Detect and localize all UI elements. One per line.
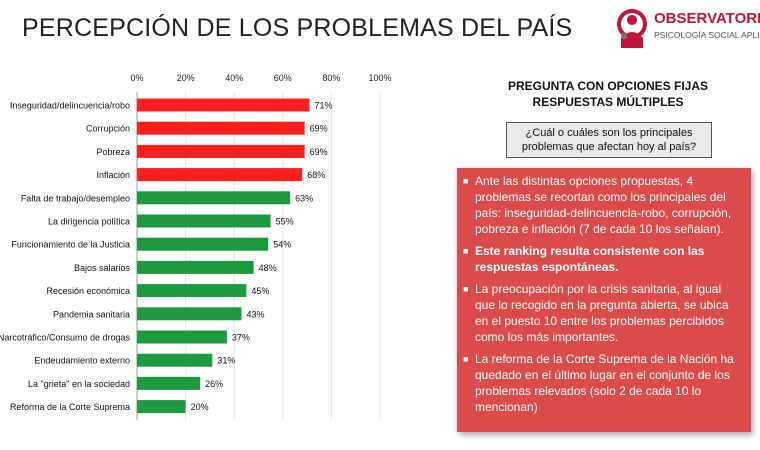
bar [137,237,269,251]
panel-heading: PREGUNTA CON OPCIONES FIJAS RESPUESTAS M… [480,78,736,110]
value-label: 26% [205,379,223,389]
question-box: ¿Cuál o cuáles son los principales probl… [506,122,712,158]
category-label: Pandemia sanitaria [53,309,130,319]
x-tick-label: 20% [177,73,195,83]
bar [137,307,242,321]
bar [137,191,291,205]
findings-box: ■ Ante las distintas opciones propuestas,… [457,168,751,432]
finding-text: Ante las distintas opciones propuestas, … [475,174,732,236]
bar-chart: 0% 20% 40% 60% 80% 100% Inseguridad/delincuen… [0,73,392,420]
bar [137,400,186,414]
category-label: Recesión económica [46,286,130,296]
bar [137,144,305,158]
bullet-icon: ■ [463,284,469,294]
value-label: 54% [273,240,291,250]
finding-text: La reforma de la Corte Suprema de la Nac… [475,352,734,414]
value-label: 63% [295,193,313,203]
bar [137,168,303,182]
x-tick-label: 100% [368,73,391,83]
category-label: Bajos salarios [74,263,131,273]
bars [137,98,310,414]
bullet-icon: ■ [463,176,469,186]
finding-text: Este ranking resulta consistente con las… [475,244,705,274]
grid-lines [136,92,381,420]
x-tick-labels: 0% 20% 40% 60% 80% 100% [130,73,391,83]
category-label: Falta de trabajo/desempleo [21,193,130,203]
value-label: 71% [315,101,333,111]
x-tick-label: 80% [322,73,340,83]
category-label: La dirigencia política [48,217,130,227]
page-title: PERCEPCIÓN DE LOS PROBLEMAS DEL PAÍS [22,14,573,42]
panel-heading-line1: PREGUNTA CON OPCIONES FIJAS [507,79,709,93]
value-label: 68% [307,170,325,180]
value-label: 69% [310,147,328,157]
category-label: Narcotráfico/Consumo de drogas [0,333,130,343]
x-tick-label: 40% [225,73,243,83]
finding-text: La preocupación por la crisis sanitaria,… [475,282,729,344]
category-label: Inseguridad/delincuencia/robo [10,101,130,111]
panel-heading-line2: RESPUESTAS MÚLTIPLES [532,95,684,109]
logo-icon [617,9,647,48]
finding-item: ■ La reforma de la Corte Suprema de la Na… [463,351,743,415]
bar [137,98,310,112]
value-label: 43% [246,309,264,319]
category-label: Pobreza [96,147,130,157]
value-label: 37% [232,333,250,343]
bullet-icon: ■ [463,354,469,364]
category-label: Inflación [96,170,130,180]
category-labels: Inseguridad/delincuencia/robo Corrupción P… [0,101,130,413]
x-tick-label: 0% [130,73,143,83]
finding-item: ■ Este ranking resulta consistente con la… [463,243,743,275]
category-label: Corrupción [86,124,130,134]
category-label: La "grieta" en la sociedad [28,379,130,389]
value-label: 48% [259,263,277,273]
bar [137,260,254,274]
finding-item: ■ Ante las distintas opciones propuestas,… [463,173,743,237]
bar [137,121,305,135]
value-label: 45% [251,286,269,296]
bar [137,284,247,298]
category-label: Funcionamiento de la Justicia [11,240,130,250]
category-label: Reforma de la Corte Suprema [10,402,130,412]
value-label: 20% [191,402,209,412]
category-label: Endeudamiento externo [34,356,130,366]
bar [137,330,227,344]
finding-item: ■ La preocupación por la crisis sanitaria… [463,281,743,345]
bar [137,353,213,367]
value-label: 55% [276,217,294,227]
logo: OBSERVATORIO PSICOLOGÍA SOCIAL APLICADA [612,8,760,54]
bullet-icon: ■ [463,246,469,256]
value-labels: 71% 69% 69% 68% 63% 55% 54% 48% 45% 43% 37% 31% 26% 2… [191,101,333,413]
value-label: 69% [310,124,328,134]
bar [137,214,271,228]
bar [137,376,201,390]
x-tick-label: 60% [274,73,292,83]
logo-subtitle: PSICOLOGÍA SOCIAL APLICADA [654,30,760,40]
value-label: 31% [217,356,235,366]
logo-name: OBSERVATORIO [654,10,760,27]
